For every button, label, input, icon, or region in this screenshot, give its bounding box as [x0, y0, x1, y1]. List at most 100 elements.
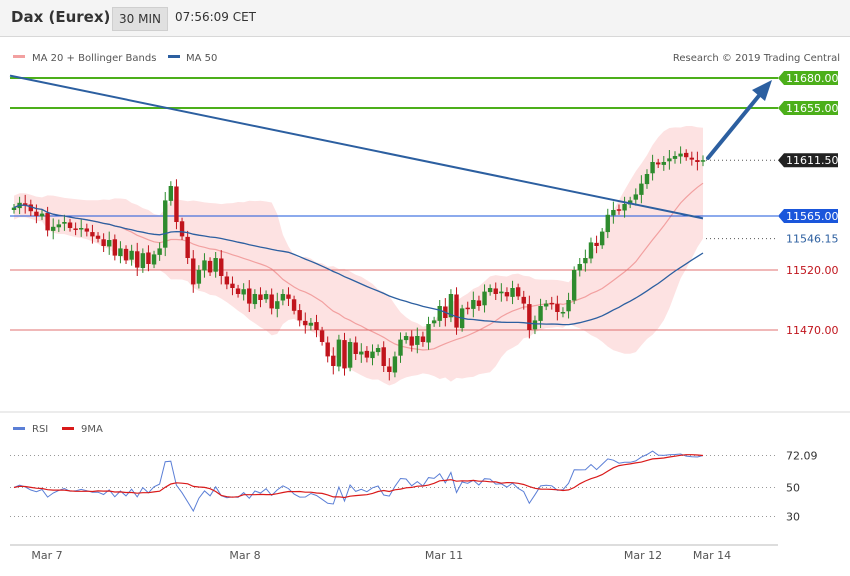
candle-body	[297, 310, 302, 321]
candle-body	[185, 236, 190, 258]
candle-body	[431, 320, 437, 324]
candle-body	[515, 287, 521, 297]
candle-body	[95, 235, 101, 239]
candle-body	[655, 162, 661, 165]
candle-body	[415, 336, 420, 345]
candle-body	[667, 158, 672, 162]
candle-body	[420, 336, 426, 342]
candle-body	[157, 248, 162, 255]
candle-body	[633, 194, 638, 200]
candle-body	[605, 214, 610, 233]
candle-body	[219, 258, 224, 276]
candle-body	[62, 222, 67, 224]
candles	[11, 146, 706, 381]
candle-body	[611, 210, 616, 216]
candle-body	[599, 231, 605, 246]
candle-body	[493, 288, 498, 294]
candle-body	[387, 366, 392, 372]
candle-body	[650, 162, 655, 174]
x-tick-label: Mar 14	[693, 549, 731, 562]
rsi-ma-line	[13, 454, 704, 499]
candle-body	[583, 258, 588, 264]
candle-body	[622, 204, 627, 211]
candle-body	[235, 288, 241, 294]
candle-body	[151, 254, 157, 265]
candle-body	[196, 270, 202, 284]
price-labels: 11680.00 11655.00 11611.50 11565.00 11546.15…	[778, 71, 839, 337]
candle-body	[347, 342, 353, 368]
price-tag-11680.00	[778, 71, 838, 85]
ma50-line	[13, 204, 704, 326]
candle-body	[476, 300, 482, 306]
candle-body	[247, 288, 252, 304]
candle-body	[308, 322, 314, 326]
rsi-tick-label: 72.09	[786, 449, 818, 462]
bb-legend-swatch	[13, 55, 25, 58]
candle-body	[588, 242, 594, 259]
candle-body	[661, 162, 666, 165]
candle-body	[303, 320, 308, 326]
candle-body	[84, 228, 90, 232]
candle-body	[73, 228, 78, 230]
candle-body	[258, 294, 263, 300]
candle-body	[191, 258, 196, 285]
candle-body	[67, 222, 73, 228]
candle-body	[499, 291, 504, 294]
legend: MA 20 + Bollinger Bands MA 50 Research ©…	[13, 53, 840, 435]
candle-body	[644, 174, 650, 185]
candle-body	[56, 224, 62, 228]
rsi-legend-swatch	[13, 427, 25, 430]
candle-body	[532, 320, 538, 330]
candle-body	[465, 307, 470, 310]
candle-body	[560, 312, 566, 314]
candle-body	[398, 339, 403, 356]
candle-body	[543, 303, 549, 307]
price-label-11611.50: 11611.50	[786, 154, 839, 167]
candle-body	[700, 160, 706, 162]
candle-body	[426, 324, 431, 343]
candle-body	[112, 239, 118, 256]
candle-body	[409, 336, 414, 346]
x-tick-label: Mar 7	[31, 549, 62, 562]
price-label-11565.00: 11565.00	[786, 210, 839, 223]
ma20-line	[13, 182, 704, 351]
candle-body	[107, 240, 112, 247]
rsi-tick-label: 50	[786, 482, 800, 495]
candle-body	[79, 228, 84, 230]
candle-body	[123, 248, 129, 261]
price-label-11546.15: 11546.15	[786, 233, 839, 246]
rsi-tick-label: 30	[786, 511, 800, 524]
bollinger-bands	[13, 126, 704, 386]
candle-body	[291, 299, 297, 311]
rsi-line	[13, 450, 704, 513]
candle-body	[331, 355, 336, 366]
forecast-arrow	[706, 90, 764, 160]
candle-body	[370, 351, 375, 359]
candle-body	[521, 296, 526, 304]
price-grid	[10, 77, 778, 331]
candle-body	[549, 302, 554, 305]
candle-body	[90, 232, 95, 237]
candle-body	[174, 186, 179, 222]
timeframe-button[interactable]: 30 MIN	[112, 7, 168, 31]
candle-body	[571, 270, 577, 301]
x-tick-label: Mar 8	[229, 549, 260, 562]
candle-body	[202, 260, 207, 271]
price-tag-11565.00	[778, 209, 838, 223]
rsi-pane: 30 50 72.09	[0, 411, 850, 524]
candle-body	[135, 251, 140, 268]
rsi-legend-label: RSI	[32, 424, 48, 435]
candle-body	[45, 212, 50, 231]
candle-body	[448, 294, 454, 318]
candle-body	[163, 200, 168, 248]
candle-body	[325, 342, 330, 357]
candle-body	[510, 288, 515, 297]
candle-body	[241, 289, 246, 295]
candle-body	[683, 152, 689, 158]
candle-body	[375, 348, 381, 353]
candle-body	[28, 204, 34, 212]
credit-text: Research © 2019 Trading Central	[673, 53, 840, 64]
candle-body	[39, 213, 45, 217]
candle-body	[140, 253, 146, 269]
